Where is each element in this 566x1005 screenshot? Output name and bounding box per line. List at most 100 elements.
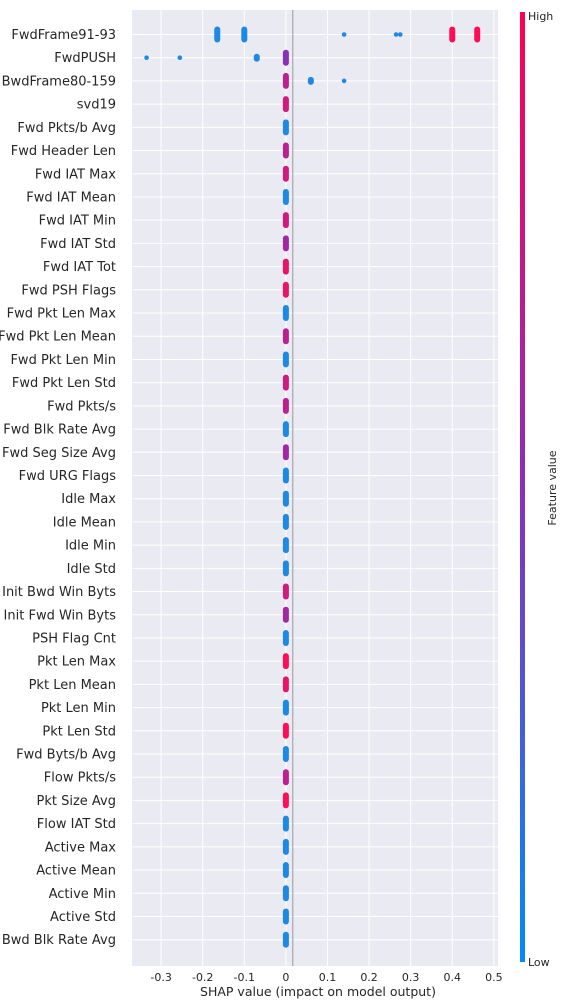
feature-label: Fwd Pkt Len Max [7, 307, 117, 322]
feature-label: Fwd Pkt Len Std [12, 376, 116, 391]
colorbar-high-label: High [528, 10, 553, 23]
data-point [282, 49, 289, 66]
x-tick-label: 0.5 [485, 971, 503, 984]
data-point [341, 78, 347, 84]
feature-labels: FwdFrame91-93 FwdPUSH BwdFrame80-159 svd19 F… [0, 28, 116, 948]
feature-label: Pkt Len Min [41, 701, 116, 716]
colorbar-low-label: Low [528, 956, 550, 969]
feature-label: Fwd IAT Mean [26, 190, 116, 205]
feature-label: Pkt Len Std [42, 724, 116, 739]
data-point [282, 235, 289, 252]
data-point [282, 699, 289, 716]
feature-label: Pkt Size Avg [37, 794, 117, 809]
feature-label: Fwd IAT Max [35, 167, 116, 182]
grid-lines [132, 10, 498, 966]
feature-label: Fwd PSH Flags [21, 283, 116, 298]
feature-label: Active Mean [36, 864, 116, 879]
data-point [282, 397, 289, 414]
data-point [341, 32, 347, 37]
data-point [177, 55, 183, 61]
data-point [282, 583, 289, 600]
feature-label: Fwd Byts/b Avg [16, 748, 116, 763]
feature-label: Fwd Seg Size Avg [2, 446, 116, 461]
data-point [282, 931, 289, 948]
feature-label: Fwd IAT Tot [43, 260, 116, 275]
feature-label: Idle Max [61, 492, 116, 507]
plot-background [132, 10, 498, 966]
x-tick-label: 0.2 [360, 971, 378, 984]
data-point [282, 374, 289, 391]
feature-label: Flow Pkts/s [44, 771, 116, 786]
data-point [282, 444, 289, 461]
feature-label: Fwd Header Len [11, 144, 116, 159]
feature-label: Fwd Pkt Len Mean [0, 330, 116, 345]
data-point [282, 212, 289, 229]
feature-label: Pkt Len Mean [29, 678, 116, 693]
feature-label: svd19 [77, 98, 116, 113]
data-point [282, 606, 289, 623]
feature-label: Active Std [50, 910, 116, 925]
x-tick-label: -0.3 [150, 971, 171, 984]
data-point [282, 629, 289, 646]
x-tick-label: 0.4 [444, 971, 462, 984]
feature-label: Active Min [49, 887, 116, 902]
data-points [144, 26, 481, 948]
data-point [282, 815, 289, 832]
data-point [282, 305, 289, 322]
feature-label: Pkt Len Max [37, 655, 116, 670]
colorbar-title: Feature value [546, 450, 559, 525]
data-point [282, 769, 289, 786]
data-point [241, 26, 248, 43]
feature-label: Idle Mean [53, 515, 116, 530]
feature-label: Fwd Pkt Len Min [10, 353, 116, 368]
data-point [282, 96, 289, 113]
feature-label: FwdPUSH [54, 51, 116, 66]
data-point [307, 76, 314, 85]
data-point [282, 722, 289, 739]
feature-label: Init Fwd Win Byts [4, 608, 117, 623]
data-point [397, 32, 403, 37]
x-tick-label: 0.3 [402, 971, 420, 984]
x-tick-labels: -0.3 -0.2 -0.1 0 0.1 0.2 0.3 0.4 0.5 [150, 971, 502, 984]
data-point [282, 746, 289, 763]
data-point [282, 328, 289, 345]
data-point [393, 32, 399, 37]
data-point [282, 676, 289, 693]
feature-label: Idle Min [65, 539, 116, 554]
data-point [214, 26, 221, 43]
data-point [282, 72, 289, 89]
data-point [282, 421, 289, 438]
data-point [282, 908, 289, 925]
feature-label: Fwd Pkts/b Avg [17, 121, 116, 136]
feature-label: BwdFrame80-159 [2, 74, 116, 89]
data-point [282, 188, 289, 205]
data-point [282, 513, 289, 530]
data-point [282, 885, 289, 902]
data-point [282, 258, 289, 275]
data-point [282, 351, 289, 368]
feature-label: Flow IAT Std [37, 817, 116, 832]
feature-label: Fwd IAT Min [39, 214, 116, 229]
x-tick-label: 0 [282, 971, 289, 984]
data-point [282, 653, 289, 670]
feature-label: Active Max [45, 840, 117, 855]
feature-label: PSH Flag Cnt [32, 631, 116, 646]
data-point [449, 26, 456, 43]
feature-label: Fwd IAT Std [40, 237, 116, 252]
feature-label: Bwd Blk Rate Avg [2, 933, 116, 948]
feature-label: Fwd Pkts/s [47, 399, 116, 414]
colorbar [520, 12, 525, 962]
data-point [282, 467, 289, 484]
data-point [253, 53, 260, 62]
data-point [474, 26, 481, 43]
data-point [282, 142, 289, 159]
data-point [282, 490, 289, 507]
x-tick-label: 0.1 [319, 971, 337, 984]
feature-label: Idle Std [67, 562, 116, 577]
data-point [282, 862, 289, 879]
x-tick-label: -0.1 [234, 971, 255, 984]
data-point [144, 55, 149, 61]
data-point [282, 792, 289, 809]
x-axis-label: SHAP value (impact on model output) [200, 984, 436, 999]
